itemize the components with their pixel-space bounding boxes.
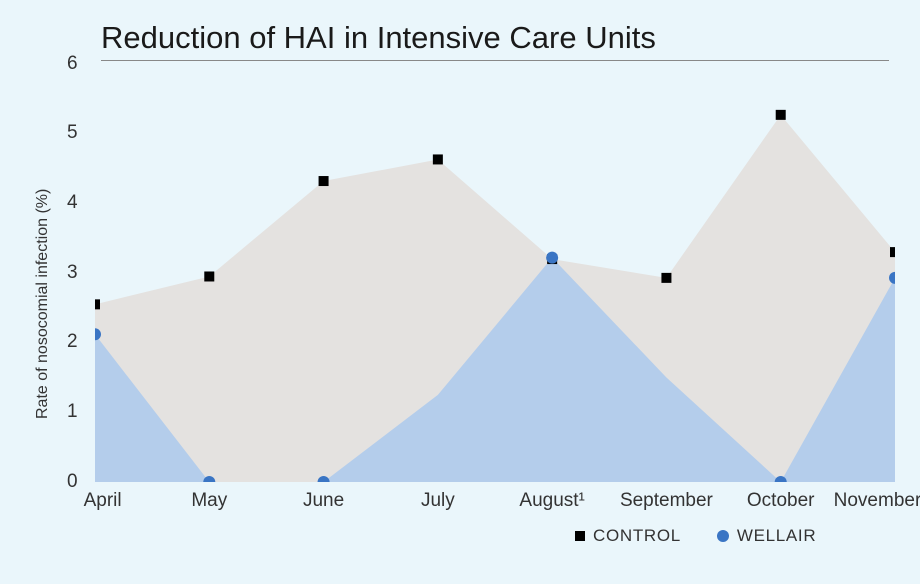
x-tick: September: [620, 490, 713, 512]
y-tick: 6: [67, 53, 78, 75]
x-tick: October: [747, 490, 815, 512]
legend-item-control: CONTROL: [575, 526, 681, 546]
x-tick: July: [421, 490, 455, 512]
legend-label-wellair: WELLAIR: [737, 526, 816, 546]
marker-square: [204, 271, 214, 281]
hai-chart: Reduction of HAI in Intensive Care Units…: [0, 0, 920, 584]
marker-circle: [546, 252, 558, 264]
marker-square: [433, 154, 443, 164]
plot-area: [95, 64, 895, 482]
legend: CONTROL WELLAIR: [575, 526, 816, 546]
x-tick: May: [191, 490, 227, 512]
title-underline: [101, 60, 889, 61]
y-tick: 4: [67, 192, 78, 214]
square-marker-icon: [575, 531, 585, 541]
legend-label-control: CONTROL: [593, 526, 681, 546]
circle-marker-icon: [717, 530, 729, 542]
y-tick: 5: [67, 122, 78, 144]
plot-svg: [95, 64, 895, 482]
x-tick: June: [303, 490, 344, 512]
y-tick: 2: [67, 331, 78, 353]
y-tick: 3: [67, 262, 78, 284]
chart-title: Reduction of HAI in Intensive Care Units: [101, 20, 656, 56]
marker-square: [661, 273, 671, 283]
y-axis-label: Rate of nosocomial infection (%): [34, 189, 52, 419]
x-tick: August¹: [519, 490, 584, 512]
marker-square: [890, 247, 895, 257]
x-tick: November: [834, 490, 920, 512]
legend-item-wellair: WELLAIR: [717, 526, 816, 546]
marker-square: [319, 176, 329, 186]
marker-square: [776, 110, 786, 120]
x-tick: April: [84, 490, 122, 512]
y-tick: 0: [67, 471, 78, 493]
marker-square: [95, 299, 100, 309]
y-tick: 1: [67, 401, 78, 423]
